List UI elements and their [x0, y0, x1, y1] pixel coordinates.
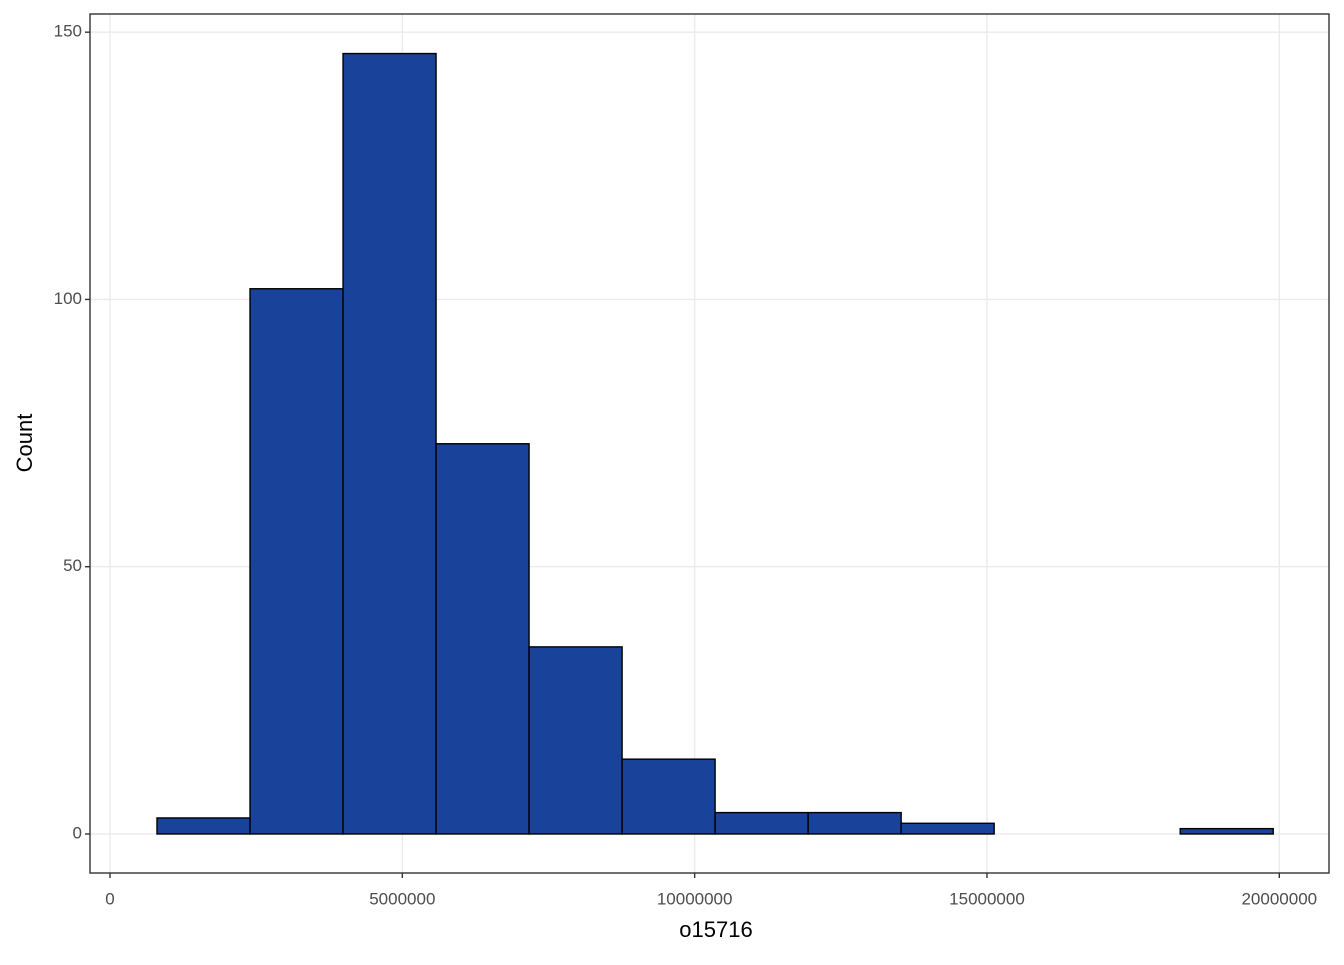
bar: [807, 811, 902, 835]
bar: [900, 822, 995, 835]
bar: [621, 758, 716, 835]
x-tick-label: 15000000: [949, 889, 1025, 908]
y-tick-label: 150: [54, 22, 82, 41]
x-tick-label: 20000000: [1241, 889, 1317, 908]
x-tick-label: 10000000: [657, 889, 733, 908]
x-tick-label: 5000000: [369, 889, 435, 908]
y-tick-label: 50: [63, 556, 82, 575]
x-axis-title: o15716: [679, 917, 752, 942]
y-tick-label: 0: [73, 823, 82, 842]
y-tick-label: 100: [54, 289, 82, 308]
bar: [435, 443, 530, 835]
plot-border: [89, 13, 1330, 874]
bar: [714, 811, 809, 835]
x-tick-label: 0: [105, 889, 114, 908]
bar: [249, 288, 344, 835]
y-axis-title: Count: [12, 414, 37, 473]
bar: [1179, 827, 1274, 835]
bar: [528, 646, 623, 835]
bar: [156, 817, 251, 835]
bar: [342, 52, 437, 835]
